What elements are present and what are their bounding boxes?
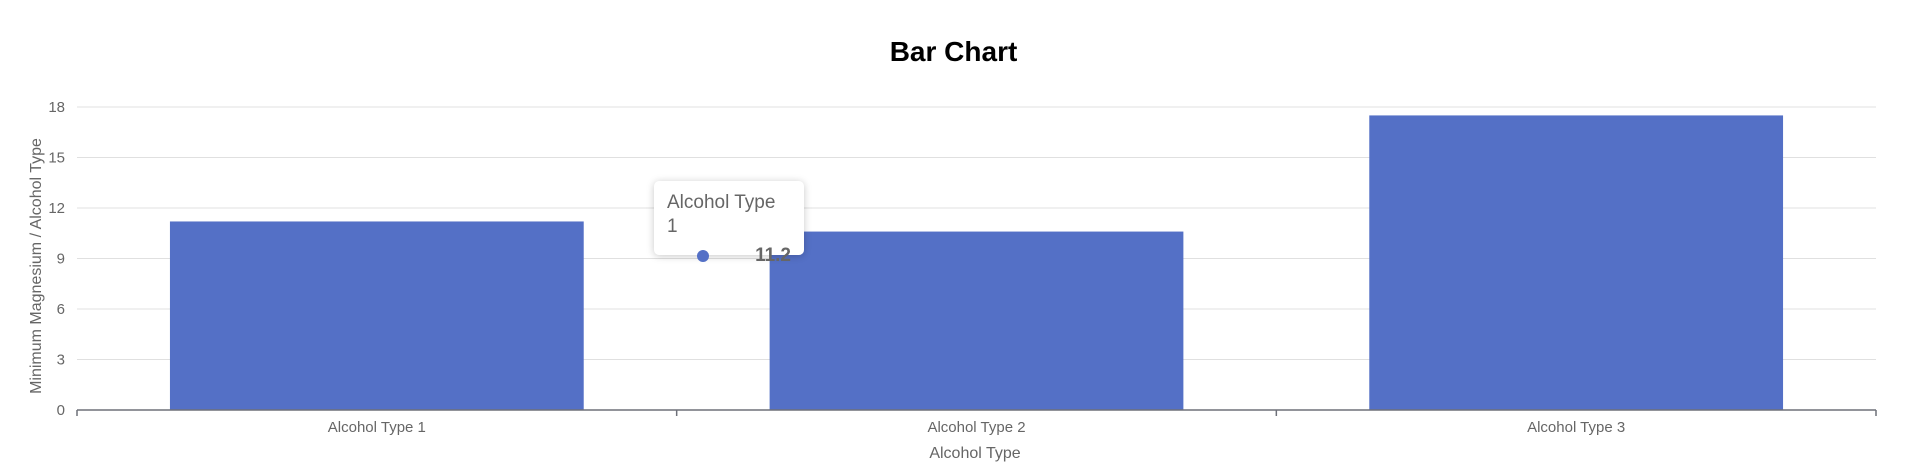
bar[interactable] xyxy=(769,231,1184,410)
x-tick-label: Alcohol Type 2 xyxy=(927,419,1025,436)
x-tick-label: Alcohol Type 1 xyxy=(328,419,426,436)
axes: 0 3 6 9 12 15 18 Alcohol Type 1 Alcohol Type 2 Al… xyxy=(48,99,1877,436)
y-tick-label: 3 xyxy=(57,352,65,369)
x-tick-label: Alcohol Type 3 xyxy=(1527,419,1625,436)
y-tick-label: 18 xyxy=(48,99,65,116)
y-tick-label: 6 xyxy=(57,301,65,318)
y-tick-label: 9 xyxy=(57,251,65,268)
y-axis-label: Minimum Magnesium / Alcohol Type xyxy=(28,138,45,394)
tooltip-marker-icon xyxy=(697,250,709,262)
y-tick-label: 15 xyxy=(48,150,65,167)
bars xyxy=(169,115,1784,411)
y-tick-label: 12 xyxy=(48,200,65,217)
x-axis-label: Alcohol Type xyxy=(929,445,1020,462)
tooltip: Alcohol Type 1 11.2 xyxy=(654,181,804,266)
bar[interactable] xyxy=(169,221,584,410)
chart-title: Bar Chart xyxy=(889,36,1018,67)
tooltip-value: 11.2 xyxy=(755,245,791,266)
tooltip-row: 11.2 xyxy=(667,244,791,268)
bar[interactable] xyxy=(1369,115,1784,411)
y-tick-label: 0 xyxy=(57,402,65,419)
tooltip-title: Alcohol Type 1 xyxy=(667,192,776,237)
